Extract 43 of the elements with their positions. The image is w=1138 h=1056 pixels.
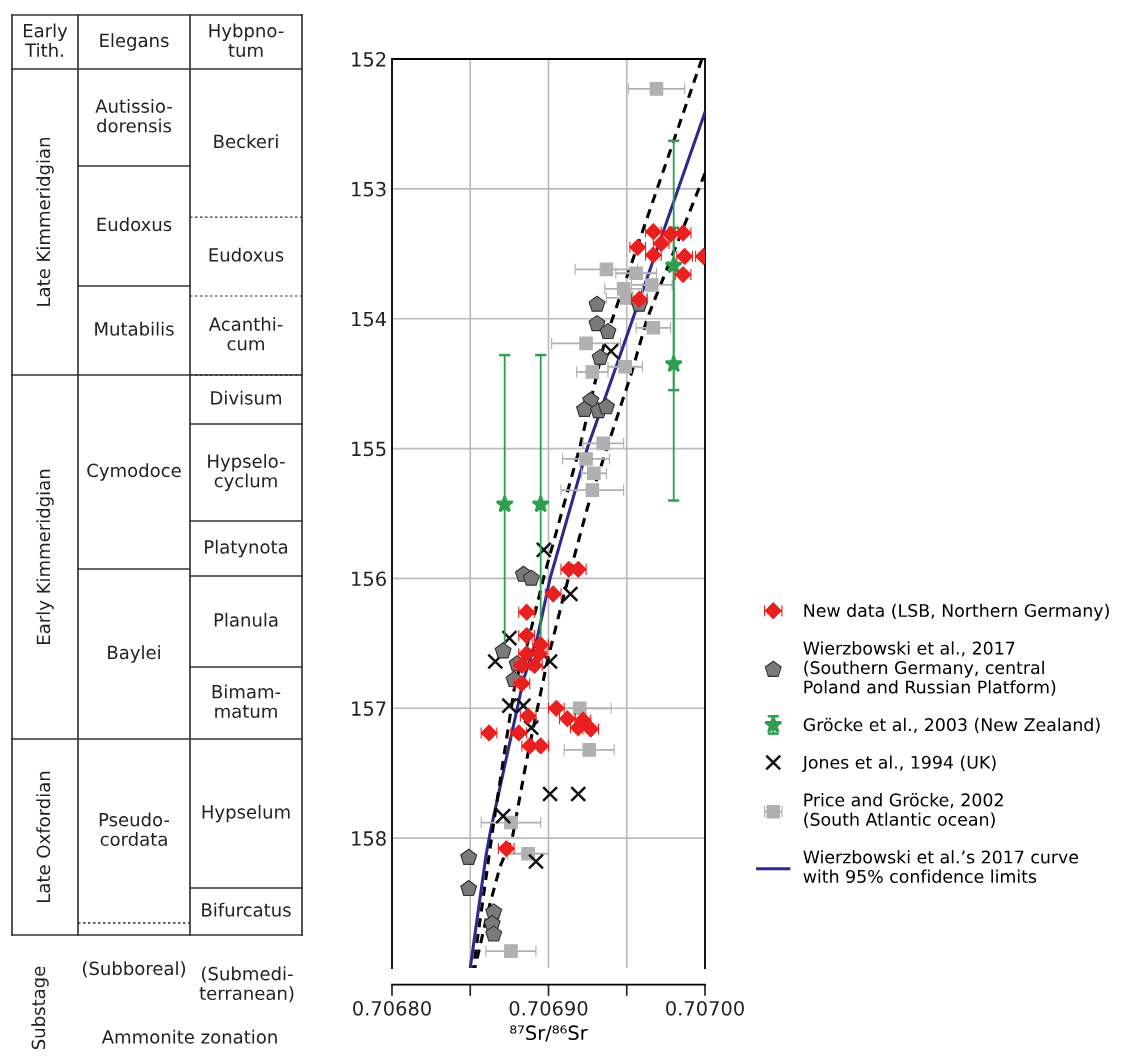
text: (Submedi- terranean) bbox=[199, 966, 294, 1003]
legend-label: Jones et al., 1994 (UK) bbox=[801, 755, 996, 773]
text: Planula bbox=[214, 612, 278, 627]
y-tick-label: 156 bbox=[352, 571, 386, 587]
text: Eudoxus bbox=[97, 217, 172, 232]
text: Elegans bbox=[100, 33, 169, 51]
text: Substage bbox=[31, 966, 49, 1050]
text: Late Kimmeridgian bbox=[36, 137, 54, 306]
legend-label: Wierzbowski et al., 2017 (Southern Germany, central Poland and Russian Platform) bbox=[803, 641, 1056, 696]
x-tick-label: 0.70700 bbox=[666, 1000, 744, 1016]
text: Cymodoce bbox=[87, 463, 181, 481]
legend-label: New data (LSB, Northern Germany) bbox=[804, 603, 1109, 621]
y-tick-label: 158 bbox=[352, 831, 386, 846]
text: Platynota bbox=[205, 539, 288, 558]
text: Acanthi- cum bbox=[208, 317, 283, 351]
x-axis-title: ⁸⁷Sr/⁸⁶Sr bbox=[510, 1025, 588, 1042]
text: Pseudo- cordata bbox=[99, 812, 170, 847]
x-tick-label: 0.70690 bbox=[509, 1000, 588, 1016]
text: (Subboreal) bbox=[82, 961, 186, 978]
legend-label: Wierzbowski et al.’s 2017 curve with 95% confidence limits bbox=[803, 850, 1079, 884]
legend-label: Price and Gröcke, 2002 (South Atlantic ocean) bbox=[804, 793, 1003, 828]
y-tick-label: 157 bbox=[352, 701, 386, 716]
text: Baylei bbox=[108, 645, 160, 663]
legend-label: Gröcke et al., 2003 (New Zealand) bbox=[803, 717, 1100, 734]
text: Divisum bbox=[211, 390, 281, 405]
text: Autissio- dorensis bbox=[95, 99, 172, 133]
text: Bimam- matum bbox=[212, 684, 281, 719]
y-tick-label: 154 bbox=[352, 311, 387, 327]
y-tick-label: 153 bbox=[352, 181, 386, 197]
text: Beckeri bbox=[214, 134, 278, 149]
y-tick-label: 155 bbox=[352, 441, 386, 457]
x-tick-label: 0.70680 bbox=[353, 1000, 431, 1016]
text: Bifurcatus bbox=[202, 902, 291, 917]
text: Ammonite zonation bbox=[101, 1029, 277, 1044]
text: Mutabilis bbox=[95, 321, 174, 336]
text: Hypselum bbox=[202, 804, 290, 823]
text: Hypselo- cyclum bbox=[208, 454, 285, 491]
text: Eudoxus bbox=[209, 247, 284, 262]
y-tick-label: 152 bbox=[352, 51, 386, 67]
text: Early Tith. bbox=[23, 23, 68, 57]
text: Late Oxfordian bbox=[36, 771, 51, 902]
text: Hybpno- tum bbox=[209, 23, 284, 58]
text: Early Kimmeridgian bbox=[36, 469, 54, 644]
